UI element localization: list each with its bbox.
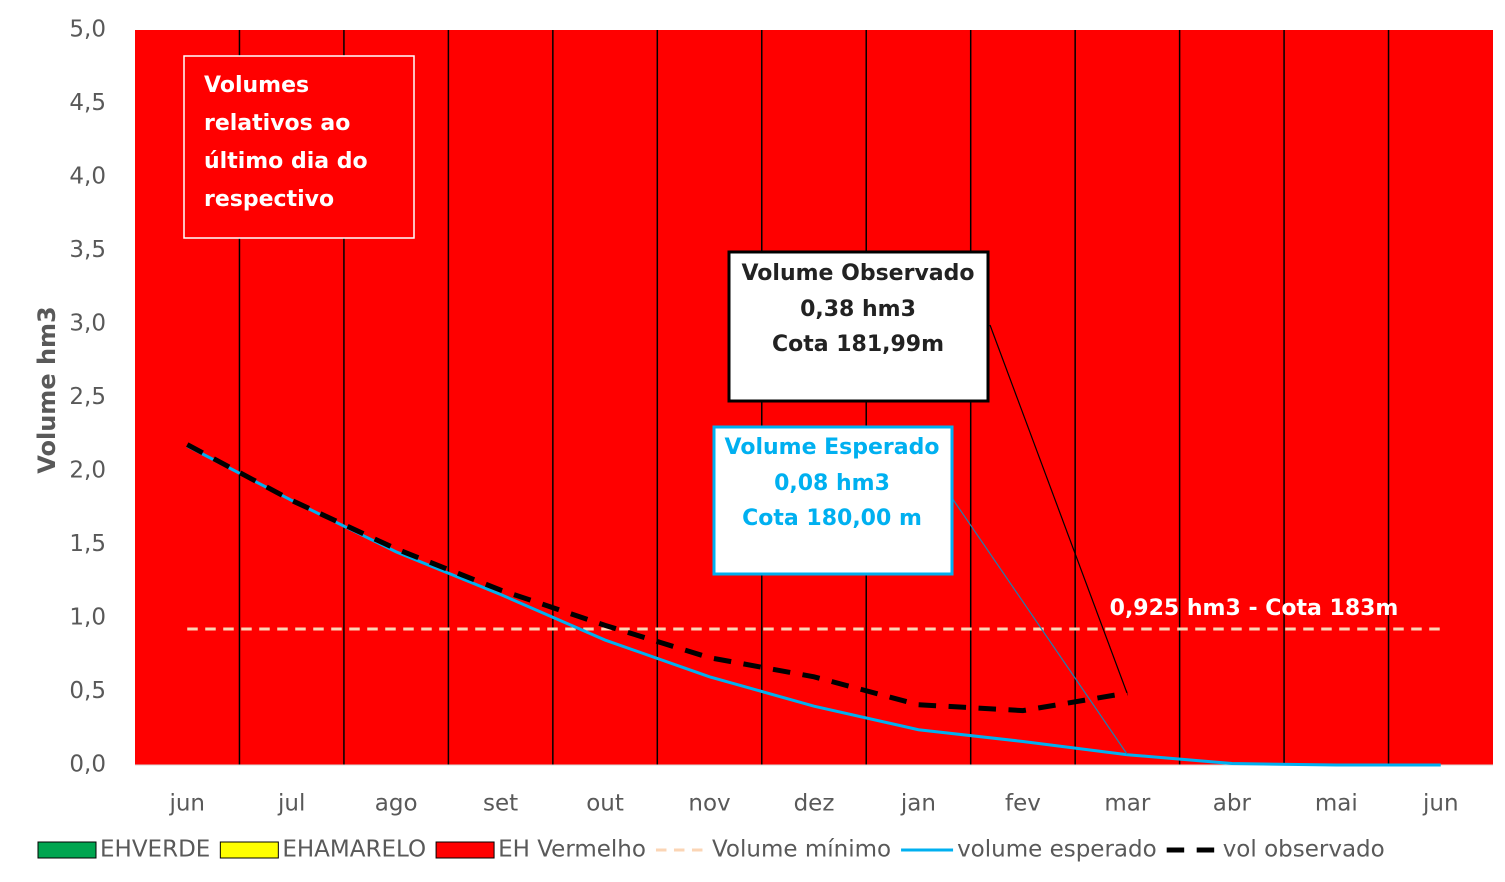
x-tick-label: jun xyxy=(1422,791,1459,817)
note-box xyxy=(183,55,415,239)
y-tick-label: 3,5 xyxy=(69,237,106,263)
x-tick-label: jan xyxy=(900,791,936,817)
y-tick-label: 0,0 xyxy=(69,752,106,778)
legend-swatch xyxy=(435,841,495,859)
y-tick-label: 0,5 xyxy=(69,678,106,704)
y-tick-label: 4,0 xyxy=(69,164,106,190)
x-tick-label: set xyxy=(483,791,518,817)
bar xyxy=(552,30,658,765)
y-tick-label: 1,5 xyxy=(69,531,106,557)
y-tick-label: 3,0 xyxy=(69,311,106,337)
line-series xyxy=(186,442,1128,714)
note-text: relativos ao xyxy=(204,111,350,136)
legend-swatch xyxy=(37,841,97,859)
line-series xyxy=(186,444,1441,767)
x-tick-label: dez xyxy=(794,791,835,817)
x-tick-label: mar xyxy=(1104,791,1150,817)
legend-label: volume esperado xyxy=(957,837,1157,863)
callout-text: Volume Observado xyxy=(741,261,974,286)
leader-line xyxy=(951,497,1128,755)
y-axis-title: Volume hm3 xyxy=(33,306,61,474)
leader-line xyxy=(989,324,1128,694)
y-tick-label: 5,0 xyxy=(69,17,106,43)
observed-callout xyxy=(727,250,990,403)
bar xyxy=(1388,30,1493,765)
bar xyxy=(1075,30,1180,765)
y-tick-label: 2,5 xyxy=(69,384,106,410)
note-text: Volumes xyxy=(204,73,309,98)
x-tick-label: out xyxy=(586,791,624,817)
callout-text: Cota 181,99m xyxy=(772,332,944,357)
bar xyxy=(1284,30,1389,765)
x-tick-label: ago xyxy=(375,791,418,817)
x-tick-label: fev xyxy=(1005,791,1041,817)
note-text: respectivo xyxy=(204,187,334,212)
legend-label: EH Vermelho xyxy=(498,837,646,863)
legend-label: Volume mínimo xyxy=(712,837,891,863)
callout-text: Cota 180,00 m xyxy=(742,506,922,531)
legend: EHVERDE EHAMARELO EH Vermelho Volume mínimo… xyxy=(37,837,1385,863)
legend-label: EHVERDE xyxy=(100,837,210,863)
x-tick-label: nov xyxy=(688,791,730,817)
expected-callout xyxy=(712,425,954,576)
legend-label: EHAMARELO xyxy=(282,837,426,863)
callout-text: Volume Esperado xyxy=(725,435,940,460)
x-tick-label: jul xyxy=(277,791,305,817)
min-line-label: 0,925 hm3 - Cota 183m xyxy=(1110,596,1399,621)
x-tick-label: mai xyxy=(1315,791,1358,817)
legend-swatch xyxy=(219,841,279,859)
note-text: último dia do xyxy=(204,149,368,174)
bar xyxy=(448,30,553,765)
x-tick-label: abr xyxy=(1213,791,1252,817)
y-tick-label: 4,5 xyxy=(69,90,106,116)
y-tick-label: 1,0 xyxy=(69,605,106,631)
bar xyxy=(1179,30,1285,765)
legend-label: vol observado xyxy=(1223,837,1385,863)
x-tick-label: jun xyxy=(168,791,205,817)
y-tick-label: 2,0 xyxy=(69,458,106,484)
callout-text: 0,38 hm3 xyxy=(800,297,916,322)
callout-text: 0,08 hm3 xyxy=(774,471,890,496)
